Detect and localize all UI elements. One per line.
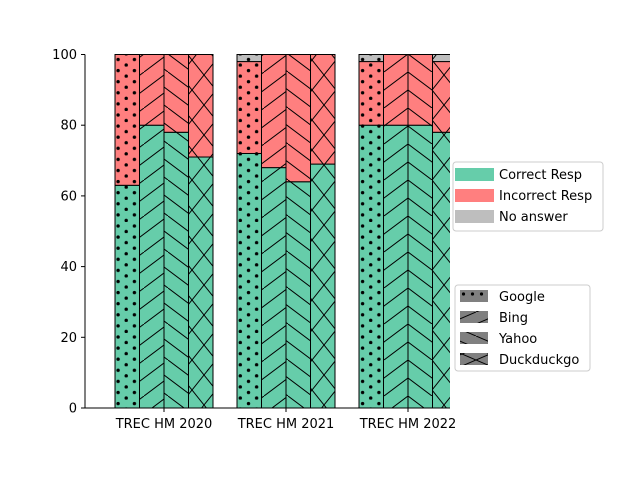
- bar-0-1-correct-resp-hatch: [139, 124, 165, 409]
- axes-layer: 0 20 40 60 80 100 TREC HM 2020 TREC HM 2021 TREC…: [52, 48, 456, 432]
- y-tick-label-60: 60: [60, 189, 77, 204]
- bar-2-0-incorrect-resp-hatch: [358, 61, 384, 126]
- y-tick-label-100: 100: [52, 48, 77, 63]
- bar-1-0-incorrect-resp-hatch: [236, 61, 262, 154]
- bars-layer: [114, 54, 450, 409]
- legend-swatch-incorrect-resp: [455, 189, 494, 202]
- legend-label-no-answer: No answer: [499, 210, 568, 225]
- bar-1-0-correct-resp-hatch: [236, 152, 262, 409]
- legend-label-incorrect-resp: Incorrect Resp: [499, 189, 592, 204]
- bar-1-0-no-answer-hatch: [236, 54, 262, 63]
- bar-2-3-no-answer-hatch: [432, 54, 450, 63]
- y-tick-label-40: 40: [60, 260, 77, 275]
- bar-0-2-correct-resp-hatch: [163, 131, 189, 409]
- bar-2-0-correct-resp-hatch: [358, 124, 384, 409]
- bar-1-1-incorrect-resp-hatch: [261, 54, 287, 169]
- bar-2-1-incorrect-resp-hatch: [383, 54, 409, 126]
- bar-0-1-incorrect-resp-hatch: [139, 54, 165, 126]
- legend-engine-label-yahoo: Yahoo: [498, 332, 537, 347]
- legend-label-correct-resp: Correct Resp: [499, 168, 582, 183]
- bar-0-3-correct-resp-hatch: [188, 156, 214, 409]
- x-tick-label-1: TREC HM 2021: [237, 417, 335, 432]
- bar-2-1-correct-resp-hatch: [383, 124, 409, 409]
- x-tick-label-0: TREC HM 2020: [115, 417, 213, 432]
- bar-0-0-correct-resp-hatch: [114, 184, 140, 409]
- bar-0-2-incorrect-resp-hatch: [163, 54, 189, 133]
- bar-2-2-correct-resp-hatch: [407, 124, 433, 409]
- legend-engine-hatch-yahoo: [460, 332, 488, 344]
- legend-engine-hatch-google: [460, 290, 488, 302]
- legend-engine-hatch-bing: [460, 311, 488, 323]
- bar-1-3-incorrect-resp-hatch: [310, 54, 336, 165]
- legend-engine-label-google: Google: [499, 290, 545, 305]
- legend-engine-frame: [454, 284, 591, 372]
- y-tick-label-80: 80: [60, 119, 77, 134]
- bar-2-2-incorrect-resp-hatch: [407, 54, 433, 126]
- legend-engine-label-duckduckgo: Duckduckgo: [499, 353, 579, 368]
- bar-1-2-correct-resp-hatch: [285, 181, 311, 409]
- legend-swatch-correct-resp: [455, 168, 494, 181]
- bar-1-2-incorrect-resp-hatch: [285, 54, 311, 183]
- bar-1-1-correct-resp-hatch: [261, 167, 287, 409]
- y-tick-label-0: 0: [69, 402, 77, 417]
- bar-2-3-incorrect-resp-hatch: [432, 61, 450, 133]
- bar-2-0-no-answer-hatch: [358, 54, 384, 63]
- legend-response-type: Correct Resp Incorrect Resp No answer: [452, 161, 604, 232]
- legend-engine-label-bing: Bing: [499, 311, 528, 326]
- legend-swatch-no-answer: [455, 210, 494, 223]
- legend-engine-hatch-duckduckgo: [460, 353, 488, 365]
- x-tick-label-2: TREC HM 2022: [359, 417, 457, 432]
- bar-0-0-incorrect-resp-hatch: [114, 54, 140, 186]
- legend-search-engine: Google Bing Yahoo Duckduckgo: [454, 284, 591, 372]
- bar-0-3-incorrect-resp-hatch: [188, 54, 214, 158]
- bar-1-3-correct-resp-hatch: [310, 163, 336, 409]
- y-tick-label-20: 20: [60, 331, 77, 346]
